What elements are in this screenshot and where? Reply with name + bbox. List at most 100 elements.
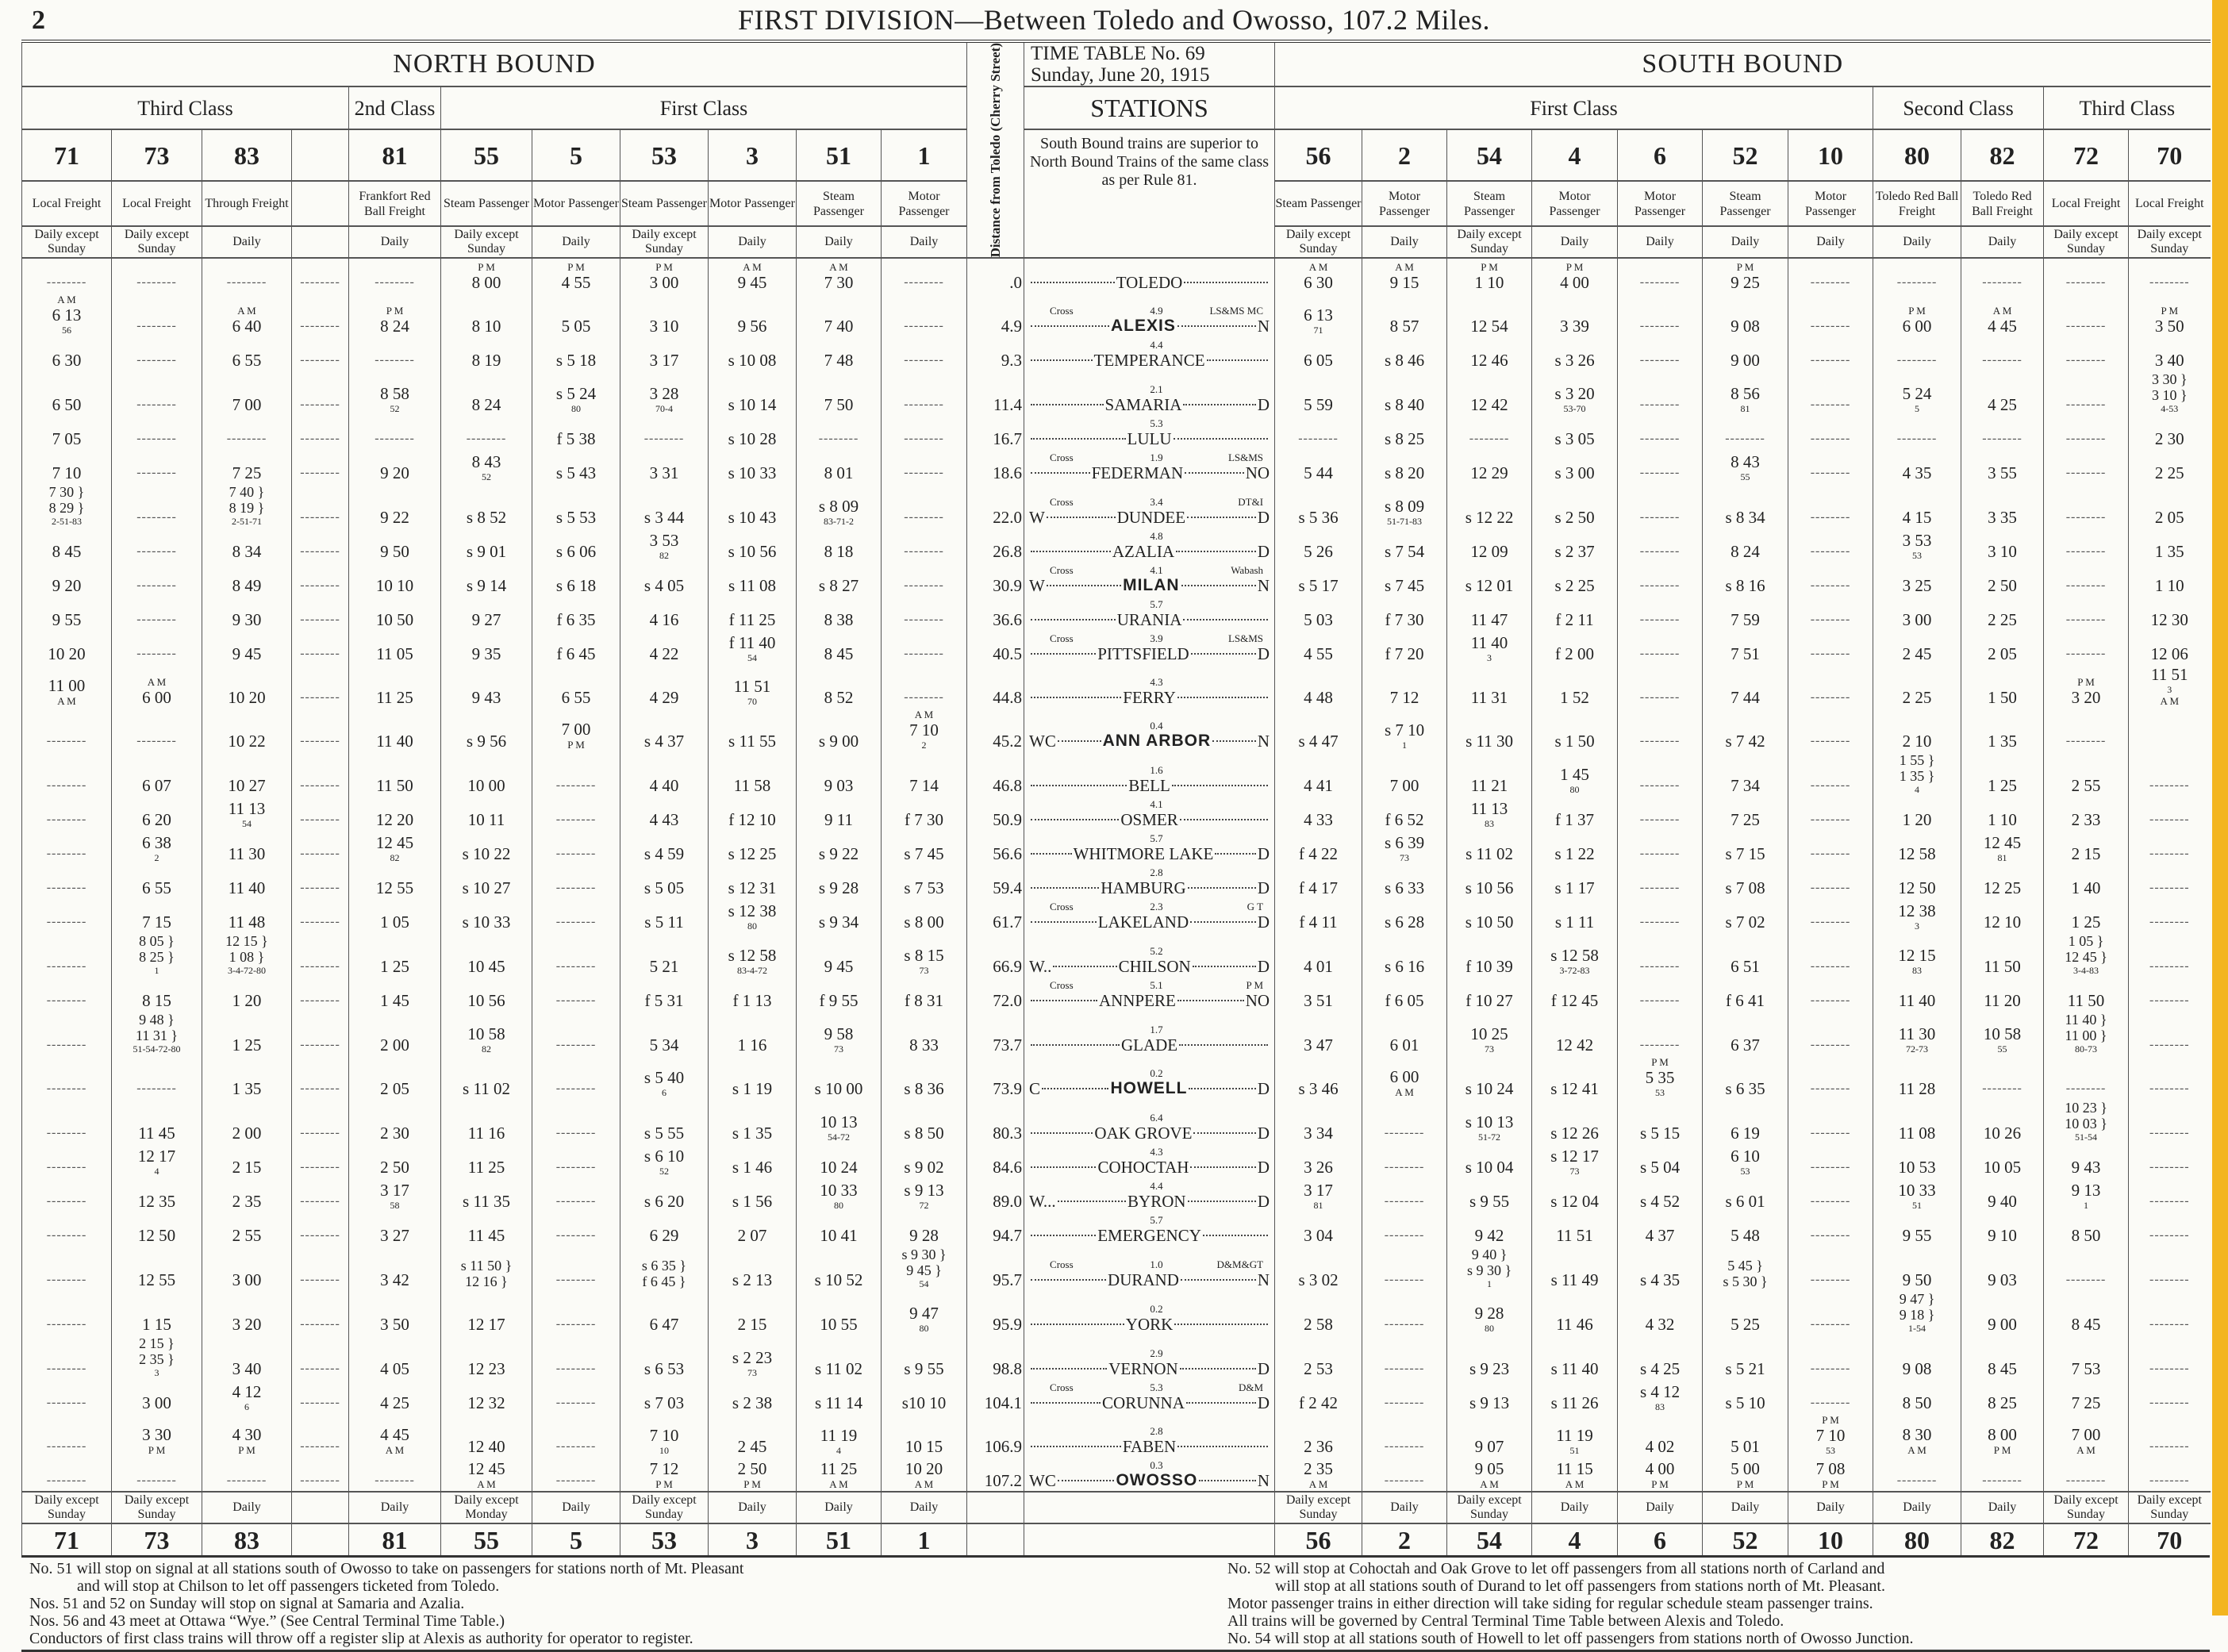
time-cell: s 9 22 bbox=[796, 830, 882, 865]
time-stack: 8 45 bbox=[2046, 1315, 2126, 1334]
time-cell: -------- bbox=[880, 630, 967, 665]
dot-leader bbox=[1192, 966, 1256, 968]
no-stop-dashes: -------- bbox=[46, 1038, 87, 1052]
time-stack: s 11 14 bbox=[798, 1393, 879, 1412]
segment-distance: 0.2 bbox=[1150, 1303, 1163, 1316]
time-cell: -------- bbox=[2043, 1457, 2129, 1493]
meet-note: 82 bbox=[659, 550, 669, 562]
no-stop-dashes: -------- bbox=[2065, 1473, 2107, 1488]
time-stack: s 7 45 bbox=[1364, 576, 1445, 595]
time-value: 8 52 bbox=[824, 688, 854, 708]
train-number: 54 bbox=[1446, 129, 1532, 182]
time-cell: -------- bbox=[111, 415, 202, 450]
time-cell: 10 27 bbox=[202, 751, 292, 797]
no-stop-dashes: -------- bbox=[46, 778, 87, 793]
time-cell: -------- bbox=[111, 1457, 202, 1493]
time-stack: 10 56 bbox=[443, 991, 530, 1010]
time-stack: s 7 08 bbox=[1704, 878, 1786, 897]
time-cell: 9 43 bbox=[440, 664, 532, 709]
time-cell: -------- bbox=[21, 830, 112, 865]
time-stack: -------- bbox=[113, 508, 200, 527]
no-stop-dashes: -------- bbox=[466, 432, 507, 446]
station-line: OAK GROVE D bbox=[1026, 1124, 1273, 1143]
crossing-railroad bbox=[1168, 598, 1263, 610]
time-cell: 8 43 52 bbox=[440, 449, 532, 484]
am-pm-label: A M bbox=[829, 1478, 848, 1491]
no-stop-dashes: -------- bbox=[1810, 466, 1851, 480]
time-value: 12 45 bbox=[467, 1459, 505, 1479]
time-value: s 1 46 bbox=[732, 1158, 773, 1178]
time-cell: 5 48 bbox=[1702, 1212, 1788, 1247]
time-cell: 3 25 bbox=[1873, 562, 1961, 597]
no-stop-dashes: -------- bbox=[136, 398, 177, 412]
meet-note: 4 bbox=[154, 1166, 159, 1178]
time-cell: s 5 15 bbox=[1617, 1099, 1703, 1144]
time-cell: -------- bbox=[1788, 596, 1873, 631]
time-value: s 3 20 bbox=[1554, 384, 1595, 404]
time-cell: 2 05 bbox=[348, 1055, 441, 1100]
dot-leader bbox=[1171, 785, 1269, 787]
train-number: 51 bbox=[796, 129, 882, 182]
am-pm-label: A M bbox=[57, 294, 76, 306]
time-value: 5 34 bbox=[649, 1035, 679, 1055]
station-cell: 5.3 LULU bbox=[1024, 415, 1275, 450]
time-value: 7 53 bbox=[2071, 1359, 2101, 1379]
distance-cell: 59.4 bbox=[966, 864, 1024, 899]
time-stack: -------- bbox=[2046, 508, 2126, 527]
time-value: s 6 01 bbox=[1725, 1192, 1765, 1212]
no-stop-dashes: -------- bbox=[136, 353, 177, 367]
time-stack: 7 48 bbox=[798, 351, 879, 370]
station-row: 7 30 } 8 29 } 2-51-83 -------- 7 40 } 8 19 } 2… bbox=[21, 483, 2211, 528]
time-stack: 8 52 bbox=[798, 688, 879, 707]
no-stop-dashes: -------- bbox=[1810, 881, 1851, 895]
time-cell: 2 15 bbox=[2043, 830, 2129, 865]
time-cell: 2 15 } 2 35 } 3 bbox=[111, 1335, 202, 1380]
time-cell: -------- bbox=[291, 562, 349, 597]
station-cell: Cross 5.1 P M ANNPERE NO bbox=[1024, 977, 1275, 1012]
time-stack: f 6 41 bbox=[1704, 991, 1786, 1010]
time-cell: -------- bbox=[111, 596, 202, 631]
time-stack: -------- bbox=[24, 776, 109, 795]
time-stack: -------- bbox=[294, 1158, 347, 1177]
station-segment-info: Cross 3.9 LS&MS bbox=[1026, 632, 1273, 644]
time-stack: 11 40 bbox=[1875, 991, 1959, 1010]
time-stack: s10 10 bbox=[883, 1393, 965, 1412]
time-cell: 6 13 71 bbox=[1274, 293, 1362, 337]
time-stack: s 5 10 bbox=[1704, 1393, 1786, 1412]
time-stack: s 5 17 bbox=[1277, 576, 1360, 595]
train-number: 52 bbox=[1702, 129, 1788, 182]
time-stack: s 5 04 bbox=[1619, 1158, 1700, 1177]
time-cell: 1 20 bbox=[1873, 796, 1961, 831]
time-value: 3 20 bbox=[2071, 688, 2101, 708]
time-cell: -------- bbox=[1788, 664, 1873, 709]
time-value: 6 13 bbox=[1304, 305, 1333, 325]
time-stack: -------- bbox=[1619, 429, 1700, 448]
time-cell: -------- bbox=[348, 1457, 441, 1493]
train-number: 56 bbox=[1274, 129, 1362, 182]
time-value: 8 45 bbox=[1988, 1359, 2017, 1379]
time-value: 8 33 bbox=[909, 1035, 939, 1055]
time-value: 8 57 bbox=[1389, 317, 1419, 336]
time-value: 9 48 } bbox=[139, 1012, 175, 1028]
am-pm-label: P M bbox=[655, 261, 673, 274]
time-value: s 5 18 bbox=[555, 351, 597, 371]
time-stack: s 6 18 bbox=[534, 576, 618, 595]
time-stack: -------- bbox=[24, 1226, 109, 1245]
time-cell: -------- bbox=[21, 796, 112, 831]
time-cell: -------- bbox=[1788, 293, 1873, 337]
time-stack: -------- bbox=[294, 1393, 347, 1412]
time-value: s 9 23 bbox=[1469, 1359, 1510, 1379]
time-cell: 8 56 81 bbox=[1702, 371, 1788, 416]
time-stack: -------- bbox=[294, 1471, 347, 1490]
time-cell: 11 40 bbox=[202, 864, 292, 899]
time-cell: 9 47 80 bbox=[880, 1290, 967, 1335]
time-cell: 11 05 bbox=[348, 630, 441, 665]
distance-cell: 11.4 bbox=[966, 371, 1024, 416]
station-name: CORUNNA bbox=[1102, 1393, 1185, 1413]
time-value: 7 40 } bbox=[229, 484, 265, 501]
time-value: 4 35 bbox=[1902, 463, 1932, 483]
time-value: f 6 35 bbox=[556, 610, 596, 630]
time-cell: s 3 46 bbox=[1274, 1055, 1362, 1100]
